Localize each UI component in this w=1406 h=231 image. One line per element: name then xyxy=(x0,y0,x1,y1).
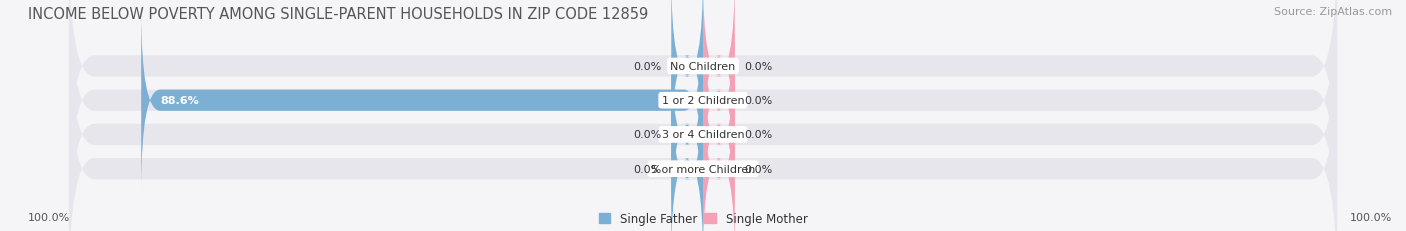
Text: 88.6%: 88.6% xyxy=(160,96,200,106)
FancyBboxPatch shape xyxy=(671,77,703,231)
Text: INCOME BELOW POVERTY AMONG SINGLE-PARENT HOUSEHOLDS IN ZIP CODE 12859: INCOME BELOW POVERTY AMONG SINGLE-PARENT… xyxy=(28,7,648,22)
FancyBboxPatch shape xyxy=(69,0,1337,227)
Text: 0.0%: 0.0% xyxy=(634,164,662,174)
Text: 0.0%: 0.0% xyxy=(744,62,772,72)
FancyBboxPatch shape xyxy=(703,9,735,192)
Text: 0.0%: 0.0% xyxy=(634,130,662,140)
Text: 100.0%: 100.0% xyxy=(28,212,70,222)
FancyBboxPatch shape xyxy=(703,0,735,158)
Text: 0.0%: 0.0% xyxy=(744,96,772,106)
Text: 0.0%: 0.0% xyxy=(744,164,772,174)
FancyBboxPatch shape xyxy=(703,43,735,227)
Text: Source: ZipAtlas.com: Source: ZipAtlas.com xyxy=(1274,7,1392,17)
Text: No Children: No Children xyxy=(671,62,735,72)
Text: 100.0%: 100.0% xyxy=(1350,212,1392,222)
FancyBboxPatch shape xyxy=(69,43,1337,231)
Text: 5 or more Children: 5 or more Children xyxy=(651,164,755,174)
FancyBboxPatch shape xyxy=(671,43,703,227)
Text: 0.0%: 0.0% xyxy=(634,62,662,72)
FancyBboxPatch shape xyxy=(671,0,703,158)
FancyBboxPatch shape xyxy=(69,9,1337,231)
Legend: Single Father, Single Mother: Single Father, Single Mother xyxy=(599,212,807,225)
Text: 0.0%: 0.0% xyxy=(744,130,772,140)
FancyBboxPatch shape xyxy=(703,77,735,231)
FancyBboxPatch shape xyxy=(69,0,1337,192)
FancyBboxPatch shape xyxy=(141,9,703,192)
Text: 1 or 2 Children: 1 or 2 Children xyxy=(662,96,744,106)
Text: 3 or 4 Children: 3 or 4 Children xyxy=(662,130,744,140)
